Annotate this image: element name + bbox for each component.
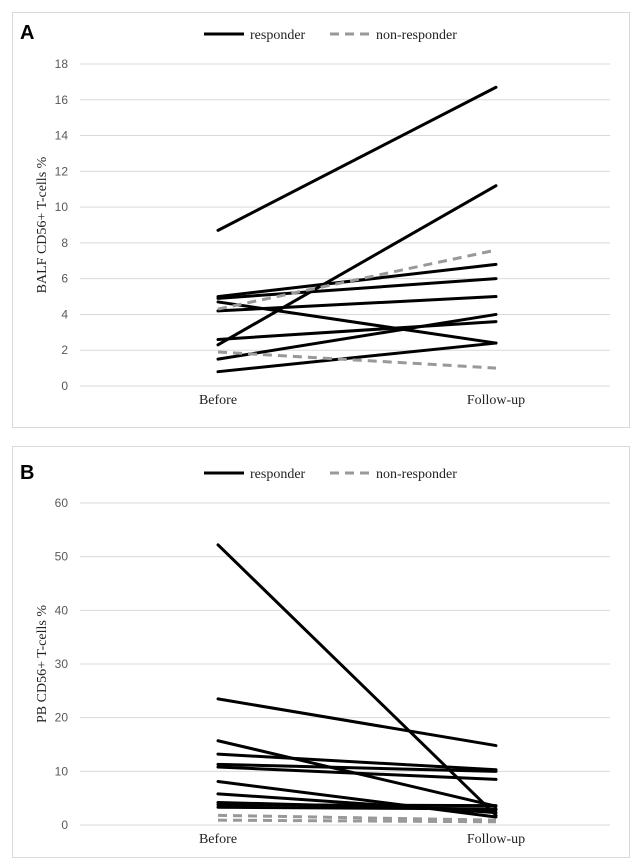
panel-b-series-line-responder [216,805,498,811]
panel-b-x-category-label: Before [199,832,237,847]
panel-a-y-axis-label: BALF CD56+ T-cells % [35,156,50,293]
panel-a-series-line-non-responder [217,248,497,311]
panel-b-y-tick-label: 50 [55,550,69,564]
panel-b-series-line-responder [216,752,498,772]
panel-a-x-category-label: Follow-up [467,393,525,408]
panel-a-frame [12,12,630,428]
panel-b-series-line-non-responder [217,813,497,822]
panel-a-y-tick-label: 0 [61,379,68,393]
panel-b-y-tick-label: 10 [55,764,69,778]
panel-a-series-line-non-responder [217,350,497,370]
panel-a-y-tick-label: 16 [55,93,69,107]
panel-a-series-line-responder [216,277,498,300]
panel-b-series-line-responder [216,803,498,808]
panel-a-series-line-responder [216,312,498,361]
panel-b-y-tick-label: 0 [61,818,68,832]
panel-b-series-line-responder [216,762,498,773]
panel-a-label: A [20,22,35,44]
panel-b-y-tick-label: 60 [55,496,69,510]
panel-a-series-line-responder [216,300,498,345]
panel-b-y-tick-label: 40 [55,603,69,617]
panel-a-y-tick-label: 18 [55,57,69,71]
panel-a-y-tick-label: 12 [55,164,69,178]
panel-a-y-tick-label: 6 [61,272,68,286]
panel-b-series-line-responder [216,765,498,781]
panel-a-legend-label-responder: responder [250,28,306,43]
panel-a-x-category-label: Before [199,393,237,408]
panel-a-y-tick-label: 14 [55,129,69,143]
panel-b-y-axis-label: PB CD56+ T-cells % [35,605,50,723]
panel-b-y-tick-label: 20 [55,711,69,725]
panel-a-y-tick-label: 8 [61,236,68,250]
panel-b-frame [12,446,630,858]
panel-b-y-tick-label: 30 [55,657,69,671]
panel-a-series-line-responder [216,341,498,374]
panel-a-y-tick-label: 10 [55,200,69,214]
panel-b-series-line-responder [216,697,498,748]
panel-b-series-line-non-responder [217,818,497,824]
panel-b-series-line-responder [216,780,498,819]
panel-a-legend-label-non-responder: non-responder [376,28,457,43]
panel-b-x-category-label: Follow-up [467,832,525,847]
panel-a-series-line-responder [216,320,498,341]
panel-b-label: B [20,462,35,484]
panel-a-series-line-responder [216,184,498,347]
panel-b-legend-label-responder: responder [250,467,306,482]
panel-a-y-tick-label: 4 [61,307,68,321]
panel-a-series-line-responder [216,85,498,232]
panel-a-y-tick-label: 2 [61,343,68,357]
panel-b-legend-label-non-responder: non-responder [376,467,457,482]
